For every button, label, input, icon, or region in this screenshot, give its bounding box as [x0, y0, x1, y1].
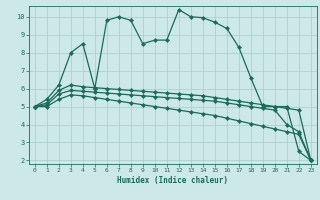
X-axis label: Humidex (Indice chaleur): Humidex (Indice chaleur): [117, 176, 228, 185]
